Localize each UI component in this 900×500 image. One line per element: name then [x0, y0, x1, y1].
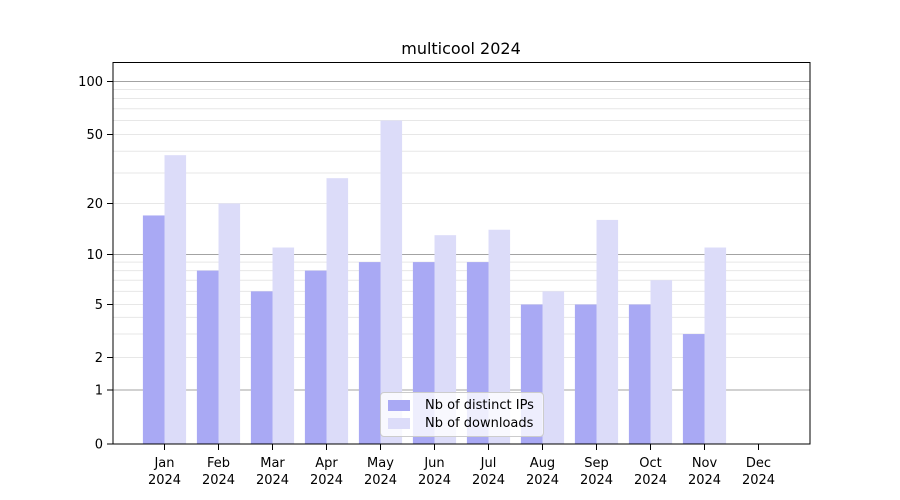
y-tick-label: 20 — [86, 197, 103, 212]
axis-layer: 0 1 2 5 10 20 50 100 Jan 2024 Feb 2024 Mar 2024 Apr 202… — [78, 62, 811, 488]
y-tick-label: 2 — [95, 351, 103, 366]
y-tick-label: 1 — [95, 383, 103, 398]
x-tick-label: Apr 2024 — [310, 456, 343, 488]
plot-border — [112, 62, 811, 445]
x-tick-label: Jul 2024 — [472, 456, 505, 488]
bar-distinct-ips-0 — [142, 215, 165, 444]
bar-downloads-1 — [218, 203, 241, 444]
bar-downloads-9 — [650, 280, 673, 444]
bar-distinct-ips-3 — [304, 270, 327, 444]
x-tick-label: Jun 2024 — [418, 456, 451, 488]
bar-downloads-0 — [164, 155, 187, 445]
legend-label-distinct-ips: Nb of distinct IPs — [425, 398, 534, 413]
bar-downloads-6 — [488, 229, 511, 444]
y-tick-label: 50 — [86, 128, 103, 143]
x-tick-label: May 2024 — [364, 456, 397, 488]
bar-distinct-ips-2 — [250, 291, 273, 444]
x-tick-label: Jan 2024 — [148, 456, 181, 488]
bar-distinct-ips-4 — [358, 262, 381, 444]
bar-distinct-ips-10 — [682, 334, 705, 444]
y-tick-label: 100 — [78, 75, 103, 90]
legend: Nb of distinct IPs Nb of downloads — [380, 392, 544, 437]
x-tick-label: Feb 2024 — [202, 456, 235, 488]
y-tick-label: 0 — [95, 437, 103, 452]
legend-swatch-distinct-ips — [388, 400, 410, 411]
bar-downloads-3 — [326, 178, 349, 445]
chart-title: multicool 2024 — [401, 39, 521, 58]
x-tick-label: Sep 2024 — [580, 456, 613, 488]
bar-downloads-5 — [434, 235, 457, 444]
bar-downloads-4 — [380, 120, 403, 444]
legend-item-downloads: Nb of downloads — [388, 416, 535, 431]
legend-label-downloads: Nb of downloads — [425, 416, 534, 431]
legend-swatch-downloads — [388, 418, 410, 429]
x-tick-label: Nov 2024 — [688, 456, 721, 488]
bar-distinct-ips-9 — [628, 304, 651, 444]
bar-downloads-10 — [704, 247, 727, 444]
y-tick-label: 5 — [95, 298, 103, 313]
bar-distinct-ips-1 — [196, 270, 219, 444]
x-tick-label: Oct 2024 — [634, 456, 667, 488]
y-tick-label: 10 — [86, 248, 103, 263]
legend-item-distinct-ips: Nb of distinct IPs — [388, 398, 535, 413]
x-tick-label: Mar 2024 — [256, 456, 289, 488]
bar-downloads-7 — [542, 291, 565, 444]
bar-downloads-8 — [596, 219, 619, 444]
x-tick-label: Dec 2024 — [742, 456, 775, 488]
x-tick-label: Aug 2024 — [526, 456, 559, 488]
bar-downloads-2 — [272, 247, 295, 444]
bar-distinct-ips-8 — [574, 304, 597, 444]
